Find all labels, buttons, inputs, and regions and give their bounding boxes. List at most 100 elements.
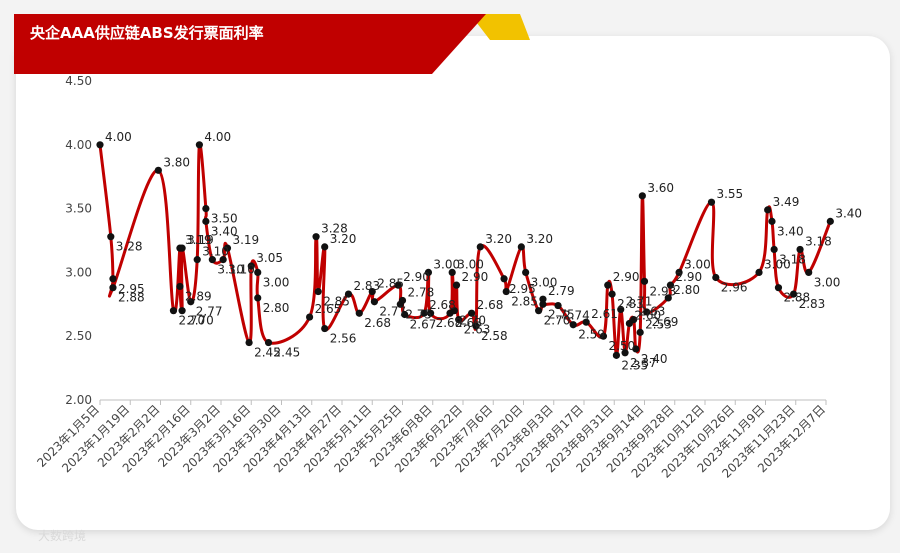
data-point: [539, 295, 547, 303]
data-label: 2.56: [330, 332, 357, 346]
data-label: 2.85: [323, 295, 350, 309]
data-label: 2.37: [630, 356, 657, 370]
data-label: 2.90: [613, 270, 640, 284]
data-label: 2.68: [455, 316, 482, 330]
data-point: [368, 287, 376, 296]
data-label: 2.70: [187, 314, 214, 328]
data-point: [247, 262, 255, 270]
data-label: 2.89: [185, 289, 212, 303]
data-label: 2.61: [591, 307, 618, 321]
data-label: 3.00: [531, 275, 558, 289]
data-label: 3.40: [211, 224, 238, 238]
data-point: [621, 349, 629, 357]
data-point: [826, 217, 834, 225]
data-label: 3.28: [116, 240, 143, 254]
data-point: [109, 275, 117, 283]
y-axis: 2.00 2.50 3.00 3.50 4.00 4.50: [65, 74, 92, 407]
data-label: 2.77: [196, 305, 223, 319]
data-label: 2.60: [634, 308, 661, 322]
data-point: [254, 294, 262, 302]
data-label: 2.68: [436, 316, 463, 330]
data-point: [314, 287, 322, 296]
data-point: [612, 351, 621, 359]
data-label: 2.83: [353, 279, 380, 293]
data-label: 3.10: [228, 263, 255, 277]
x-axis: 2023年1月5日2023年1月19日2023年2月2日2023年2月16日20…: [34, 399, 828, 481]
data-label: 2.69: [652, 315, 679, 329]
data-point: [394, 281, 402, 289]
data-point: [154, 166, 162, 174]
data-point: [774, 284, 783, 292]
data-label: 3.28: [321, 222, 348, 236]
data-label: 2.90: [675, 270, 702, 284]
data-point: [796, 245, 804, 254]
data-label: 2.68: [364, 316, 391, 330]
data-point: [517, 243, 525, 251]
data-point: [321, 243, 329, 251]
data-point: [178, 307, 186, 315]
data-point: [401, 310, 409, 319]
data-label: 3.00: [263, 275, 290, 289]
data-label: 3.19: [185, 233, 212, 247]
data-point: [202, 217, 210, 225]
data-label: 2.63: [464, 323, 491, 337]
y-tick-label: 2.00: [65, 393, 92, 407]
data-point: [178, 244, 186, 252]
data-point: [305, 313, 314, 321]
data-label: 2.58: [481, 329, 508, 343]
series-markers: [96, 141, 834, 359]
data-point: [476, 243, 484, 251]
data-point: [321, 324, 329, 333]
data-label: 2.95: [509, 282, 536, 296]
data-point: [805, 268, 813, 276]
data-point: [599, 332, 608, 340]
data-label: 2.90: [462, 270, 489, 284]
data-point: [638, 192, 646, 200]
data-label: 2.63: [639, 305, 666, 319]
data-point: [193, 256, 201, 264]
data-point: [424, 268, 433, 276]
data-label: 3.19: [187, 233, 214, 247]
data-point: [539, 300, 547, 308]
data-point: [264, 338, 273, 347]
data-label: 2.70: [178, 314, 205, 328]
data-point: [223, 244, 232, 252]
data-label: 3.00: [457, 257, 484, 271]
data-label: 4.00: [204, 130, 231, 144]
data-label: 3.00: [814, 275, 841, 289]
data-point: [707, 198, 716, 206]
data-label: 3.20: [485, 232, 512, 246]
data-point: [640, 277, 649, 285]
data-point: [96, 141, 104, 149]
data-point: [455, 316, 463, 324]
data-point: [632, 345, 640, 353]
data-label: 2.80: [673, 283, 700, 297]
data-label: 3.00: [433, 257, 460, 271]
data-label: 2.68: [429, 298, 456, 312]
data-label: 4.00: [105, 130, 132, 144]
y-tick-label: 3.00: [65, 265, 92, 279]
data-point: [608, 290, 616, 298]
data-point: [312, 233, 320, 241]
data-point: [208, 256, 216, 264]
data-point: [755, 268, 763, 276]
banner-accent: [470, 14, 530, 40]
data-label: 2.96: [721, 281, 748, 295]
data-label: 3.50: [211, 212, 238, 226]
data-point: [450, 307, 458, 315]
data-point: [768, 217, 776, 225]
data-label: 2.85: [511, 295, 538, 309]
chart-title: 央企AAA供应链ABS发行票面利率: [30, 24, 264, 42]
y-tick-label: 3.50: [65, 202, 92, 216]
data-label: 3.40: [777, 224, 804, 238]
data-point: [764, 206, 772, 214]
data-label: 2.53: [645, 317, 672, 331]
data-label: 2.95: [118, 282, 145, 296]
data-point: [604, 281, 612, 289]
data-label: 2.79: [548, 284, 575, 298]
data-label: 3.49: [773, 195, 800, 209]
data-point: [630, 316, 638, 324]
data-point: [502, 287, 510, 296]
data-label: 3.55: [716, 187, 743, 201]
